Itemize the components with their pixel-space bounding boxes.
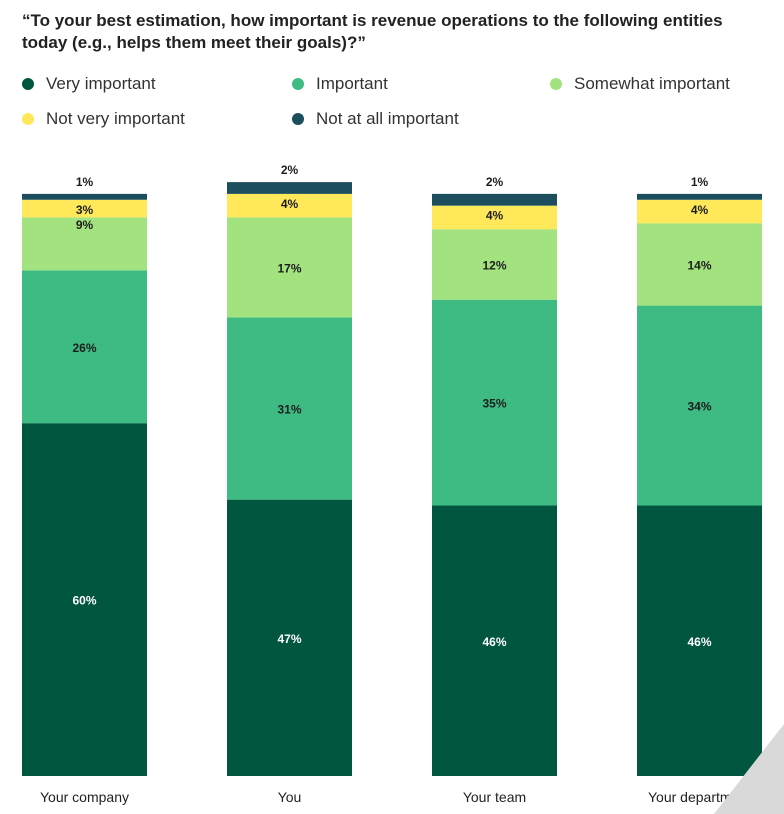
bar-segment-you-very-important bbox=[227, 499, 352, 776]
legend-label-important: Important bbox=[316, 74, 388, 93]
data-label-you-important: 31% bbox=[277, 403, 301, 417]
legend-swatch-not-very-important bbox=[22, 113, 34, 125]
x-tick-label-you: You bbox=[278, 789, 302, 805]
legend-swatch-important bbox=[292, 78, 304, 90]
bar-segment-your-company-not-very-important bbox=[22, 199, 147, 218]
legend-item-not-very-important: Not very important bbox=[22, 109, 185, 129]
data-label-your-department-not-at-all-important: 1% bbox=[691, 175, 709, 189]
chart-title: “To your best estimation, how important … bbox=[22, 11, 723, 52]
bar-segment-your-team-important bbox=[432, 299, 557, 506]
stacked-bar-chart: 60% 26% 9%3% 1% Your company 47% 31% 17% 4% 2% You… bbox=[22, 163, 762, 805]
bar-segment-you-important bbox=[227, 317, 352, 500]
legend: Very important Important Somewhat import… bbox=[22, 74, 782, 134]
data-label-you-not-very-important: 4% bbox=[281, 197, 299, 211]
data-label-your-team-not-very-important: 4% bbox=[486, 209, 504, 223]
bar-segment-your-team-somewhat-important bbox=[432, 229, 557, 300]
legend-label-not-at-all-important: Not at all important bbox=[316, 109, 459, 128]
bar-segment-your-department-important bbox=[637, 305, 762, 506]
bar-segment-your-department-somewhat-important bbox=[637, 223, 762, 306]
data-label-your-department-not-very-important: 4% bbox=[691, 203, 709, 217]
legend-item-very-important: Very important bbox=[22, 74, 156, 94]
data-label-you-not-at-all-important: 2% bbox=[281, 163, 299, 177]
legend-item-somewhat-important: Somewhat important bbox=[550, 74, 730, 94]
bar-segment-your-company-somewhat-important bbox=[22, 217, 147, 271]
data-label-your-company-important: 26% bbox=[72, 341, 96, 355]
x-tick-label-your-company: Your company bbox=[40, 789, 129, 805]
bar-segment-your-company-not-at-all-important bbox=[22, 193, 147, 200]
data-label-your-team-very-important: 46% bbox=[482, 635, 506, 649]
x-tick-label-your-team: Your team bbox=[463, 789, 526, 805]
legend-item-important: Important bbox=[292, 74, 388, 94]
bar-segment-you-somewhat-important bbox=[227, 217, 352, 318]
bar-segment-your-department-not-at-all-important bbox=[637, 193, 762, 200]
legend-swatch-not-at-all-important bbox=[292, 113, 304, 125]
bar-segment-you-not-very-important bbox=[227, 193, 352, 218]
data-label-your-company-very-important: 60% bbox=[72, 594, 96, 608]
legend-label-very-important: Very important bbox=[46, 74, 156, 93]
bar-segment-your-team-not-at-all-important bbox=[432, 193, 557, 206]
data-label-your-company-not-at-all-important: 1% bbox=[76, 175, 94, 189]
data-label-your-department-important: 34% bbox=[687, 400, 711, 414]
legend-label-somewhat-important: Somewhat important bbox=[574, 74, 730, 93]
data-label-your-department-very-important: 46% bbox=[687, 635, 711, 649]
data-label-your-team-important: 35% bbox=[482, 397, 506, 411]
data-label-you-very-important: 47% bbox=[277, 632, 301, 646]
data-label-your-company-not-very-important: 3% bbox=[76, 203, 94, 217]
bar-segment-your-company-very-important bbox=[22, 423, 147, 776]
legend-swatch-very-important bbox=[22, 78, 34, 90]
data-label-your-department-somewhat-important: 14% bbox=[687, 258, 711, 272]
bar-segment-your-company-important bbox=[22, 270, 147, 424]
legend-label-not-very-important: Not very important bbox=[46, 109, 185, 128]
data-label-you-somewhat-important: 17% bbox=[277, 261, 301, 275]
page-corner-decoration bbox=[714, 724, 784, 814]
bar-segment-you-not-at-all-important bbox=[227, 182, 352, 194]
legend-swatch-somewhat-important bbox=[550, 78, 562, 90]
bar-segment-your-team-not-very-important bbox=[432, 205, 557, 230]
data-label-your-team-somewhat-important: 12% bbox=[482, 258, 506, 272]
legend-item-not-at-all-important: Not at all important bbox=[292, 109, 459, 129]
data-label-your-team-not-at-all-important: 2% bbox=[486, 175, 504, 189]
data-label-your-company-somewhat-important: 9% bbox=[76, 218, 94, 232]
bar-segment-your-team-very-important bbox=[432, 505, 557, 776]
bar-segment-your-department-not-very-important bbox=[637, 199, 762, 224]
